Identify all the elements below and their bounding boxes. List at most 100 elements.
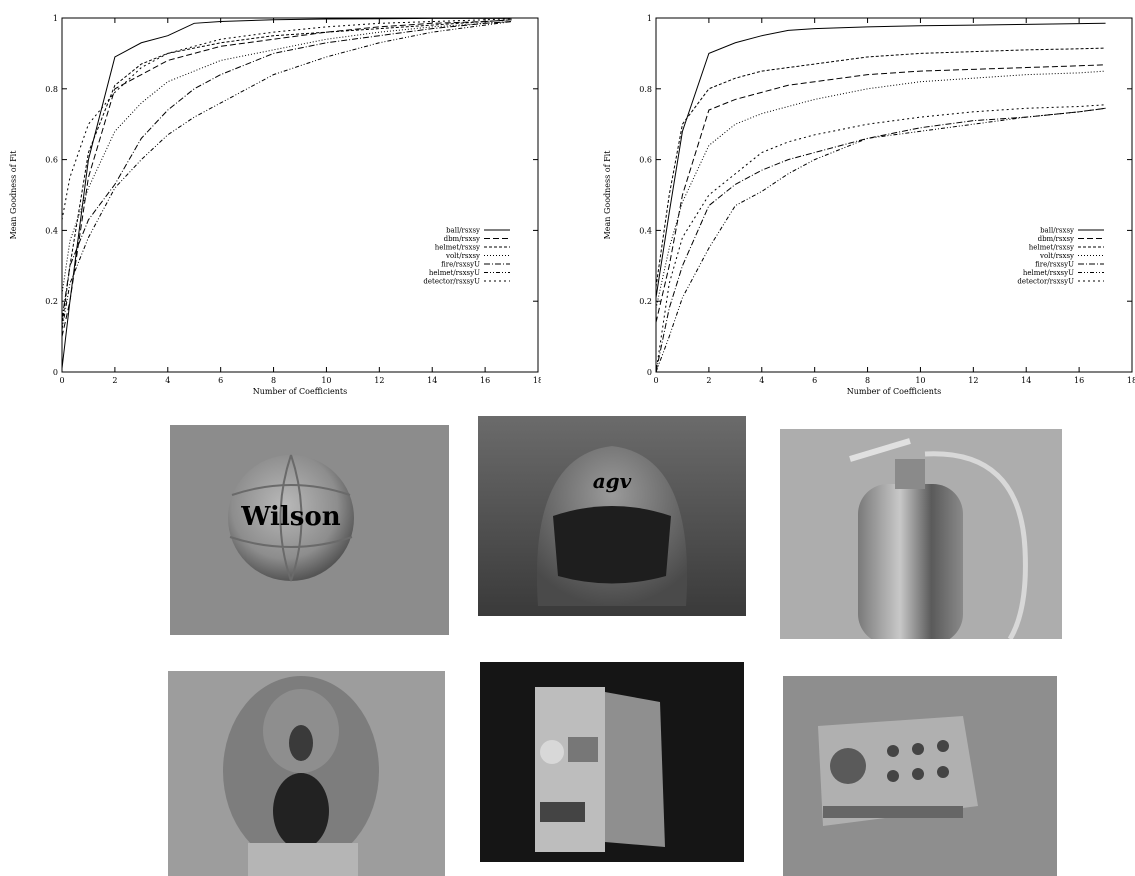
photo-toy-figure	[168, 671, 445, 876]
chart-right-y-tick-label: 0.6	[639, 156, 652, 165]
chart-right-legend-label: detector/rsxsyU	[1017, 278, 1074, 286]
detector-panel-image	[783, 676, 1057, 876]
chart-left-x-tick-label: 10	[321, 376, 331, 385]
extinguisher-cylinder	[858, 484, 963, 639]
voltmeter-image	[480, 662, 744, 862]
chart-left-x-tick-label: 8	[271, 376, 276, 385]
chart-left-x-tick-label: 18	[533, 376, 541, 385]
chart-right-y-tick-label: 0.2	[639, 297, 652, 306]
voltmeter-side	[605, 692, 665, 847]
chart-left-series-detector-rsxsyu	[61, 18, 512, 220]
photo-fire-extinguisher	[780, 429, 1062, 639]
chart-left-x-tick-label: 6	[218, 376, 223, 385]
chart-right-x-tick-label: 8	[865, 376, 870, 385]
chart-right-x-tick-label: 0	[653, 376, 658, 385]
chart-left: 0 2 4 6 8 10 12 14 16 18 0 0.2 0.4 0.6 0.8 1 ball/rsxsy…	[9, 14, 541, 396]
chart-right-series-ball-rsxsy	[655, 22, 1106, 298]
chart-left-x-axis-label: Number of Coefficients	[253, 387, 347, 396]
chart-left-y-tick-label: 0.2	[45, 297, 58, 306]
chart-right-series-dbm-rsxsy	[655, 64, 1106, 323]
voltmeter-connector	[540, 802, 585, 822]
photo-basketball: Wilson	[170, 425, 449, 635]
helmet-visor	[553, 506, 671, 584]
chart-left-y-tick-label: 0.4	[45, 226, 58, 235]
photo-voltmeter	[480, 662, 744, 862]
photo-motorcycle-helmet: agv	[478, 416, 746, 616]
toy-figure-image	[168, 671, 445, 876]
chart-right-x-tick-label: 14	[1021, 376, 1031, 385]
chart-left-legend-label: helmet/rsxsyU	[429, 269, 480, 277]
detector-main-knob	[830, 748, 866, 784]
chart-right-x-tick-label: 16	[1074, 376, 1084, 385]
chart-right-legend-label: ball/rsxsy	[1040, 227, 1074, 235]
chart-left-legend-label: ball/rsxsy	[446, 227, 480, 235]
chart-right-x-tick-label: 4	[759, 376, 764, 385]
chart-right-plot-frame	[655, 17, 1133, 373]
chart-left-legend-label: helmet/rsxsy	[435, 244, 480, 252]
chart-right-legend-label: fire/rsxsyU	[1035, 261, 1074, 269]
chart-right-legend-label: dbm/rsxsy	[1038, 235, 1074, 243]
chart-right-x-tick-label: 6	[812, 376, 817, 385]
chart-left-legend: ball/rsxsydbm/rsxsyhelmet/rsxsyvolt/rsxs…	[423, 227, 510, 286]
chart-left-plot-frame	[61, 17, 539, 373]
chart-left-series-helmet-rsxsyu	[61, 21, 512, 330]
chart-right-x-tick-label: 10	[915, 376, 925, 385]
chart-right-series-group	[655, 22, 1106, 373]
chart-left-series-ball-rsxsy	[61, 17, 512, 369]
chart-left-x-tick-label: 2	[112, 376, 117, 385]
chart-right-x-tick-label: 18	[1127, 376, 1135, 385]
chart-left-y-tick-label: 0.8	[45, 85, 58, 94]
chart-left-series-volt-rsxsy	[61, 21, 512, 295]
figure-beak	[289, 725, 313, 761]
chart-right-axes: 0 2 4 6 8 10 12 14 16 18 0 0.2 0.4 0.6 0.8 1	[639, 14, 1135, 385]
chart-right-y-tick-label: 0.4	[639, 226, 652, 235]
chart-left-series-helmet-rsxsy	[61, 19, 512, 327]
chart-left-x-tick-label: 4	[165, 376, 170, 385]
ball-seams	[229, 454, 353, 582]
chart-right-legend-label: helmet/rsxsy	[1029, 244, 1074, 252]
ball-brand-text: Wilson	[240, 502, 340, 532]
extinguisher-handle	[849, 438, 911, 462]
basketball-image: Wilson	[228, 454, 354, 582]
extinguisher-image	[780, 429, 1062, 639]
chart-left-series-group	[61, 17, 512, 369]
chart-left-y-tick-label: 0	[53, 368, 58, 377]
chart-right-series-detector-rsxsyu	[655, 104, 1106, 373]
voltmeter-display	[568, 737, 598, 762]
chart-left-legend-label: dbm/rsxsy	[444, 235, 480, 243]
chart-left-x-tick-label: 0	[59, 376, 64, 385]
helmet-image: agv	[478, 416, 746, 616]
chart-left-series-fire-rsxsyu	[61, 21, 512, 319]
ball-shape	[228, 455, 354, 581]
voltmeter-front	[535, 687, 605, 852]
figure-shadow	[273, 773, 329, 849]
voltmeter-dial	[540, 740, 564, 764]
chart-right-legend: ball/rsxsydbm/rsxsyhelmet/rsxsyvolt/rsxs…	[1017, 227, 1104, 286]
extinguisher-hose	[924, 451, 1028, 639]
chart-right-series-helmet-rsxsy	[655, 47, 1106, 288]
chart-right-legend-label: volt/rsxsy	[1039, 252, 1074, 260]
chart-left-y-axis-label: Mean Goodness of Fit	[9, 150, 18, 240]
chart-right-x-axis-label: Number of Coefficients	[847, 387, 941, 396]
photo-detector-panel	[783, 676, 1057, 876]
chart-left-legend-label: volt/rsxsy	[445, 252, 480, 260]
chart-left-x-tick-label: 12	[374, 376, 384, 385]
helmet-brand-text: agv	[593, 469, 632, 493]
detector-switch-row	[823, 806, 963, 818]
figure-base	[248, 843, 358, 876]
chart-right-x-tick-label: 12	[968, 376, 978, 385]
chart-right-y-tick-label: 0	[647, 368, 652, 377]
chart-left-legend-label: detector/rsxsyU	[423, 278, 480, 286]
chart-left-series-dbm-rsxsy	[61, 19, 512, 337]
chart-right-y-axis-label: Mean Goodness of Fit	[603, 150, 612, 240]
chart-right-y-tick-label: 0.8	[639, 85, 652, 94]
chart-right-y-tick-label: 1	[647, 14, 652, 23]
extinguisher-valve	[895, 459, 925, 489]
chart-right-legend-label: helmet/rsxsyU	[1023, 269, 1074, 277]
chart-left-x-tick-label: 16	[480, 376, 490, 385]
chart-left-x-tick-label: 14	[427, 376, 437, 385]
chart-left-y-tick-label: 0.6	[45, 156, 58, 165]
chart-right: 0 2 4 6 8 10 12 14 16 18 0 0.2 0.4 0.6 0.8 1 ball/rsxsy…	[603, 14, 1135, 396]
chart-right-x-tick-label: 2	[706, 376, 711, 385]
chart-left-axes: 0 2 4 6 8 10 12 14 16 18 0 0.2 0.4 0.6 0.8 1	[45, 14, 541, 385]
